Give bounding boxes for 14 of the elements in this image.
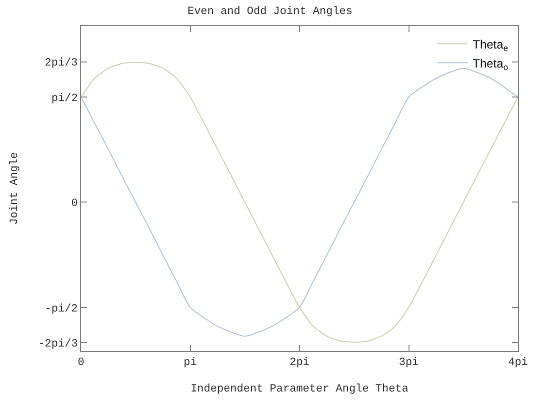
y-axis-title: Joint Angle	[8, 152, 21, 225]
y-tick-label: 0	[71, 198, 78, 210]
y-tick-label: -pi/2	[44, 303, 78, 316]
legend-label: Theta$_{o}$	[472, 56, 508, 72]
chart-title: Even and Odd Joint Angles	[187, 6, 353, 18]
y-tick-label: 2pi/3	[44, 58, 78, 70]
x-axis-title: Independent Parameter Angle Theta	[190, 383, 409, 396]
x-tick-label: 3pi	[398, 357, 420, 370]
y-tick-label: pi/2	[51, 92, 78, 105]
y-tick-label: -2pi/3	[38, 338, 78, 350]
legend-label: Theta$_{e}$	[472, 37, 508, 53]
x-tick-label: 4pi	[508, 357, 528, 370]
x-tick-label: 2pi	[290, 357, 310, 370]
x-tick-label: pi	[184, 357, 198, 370]
